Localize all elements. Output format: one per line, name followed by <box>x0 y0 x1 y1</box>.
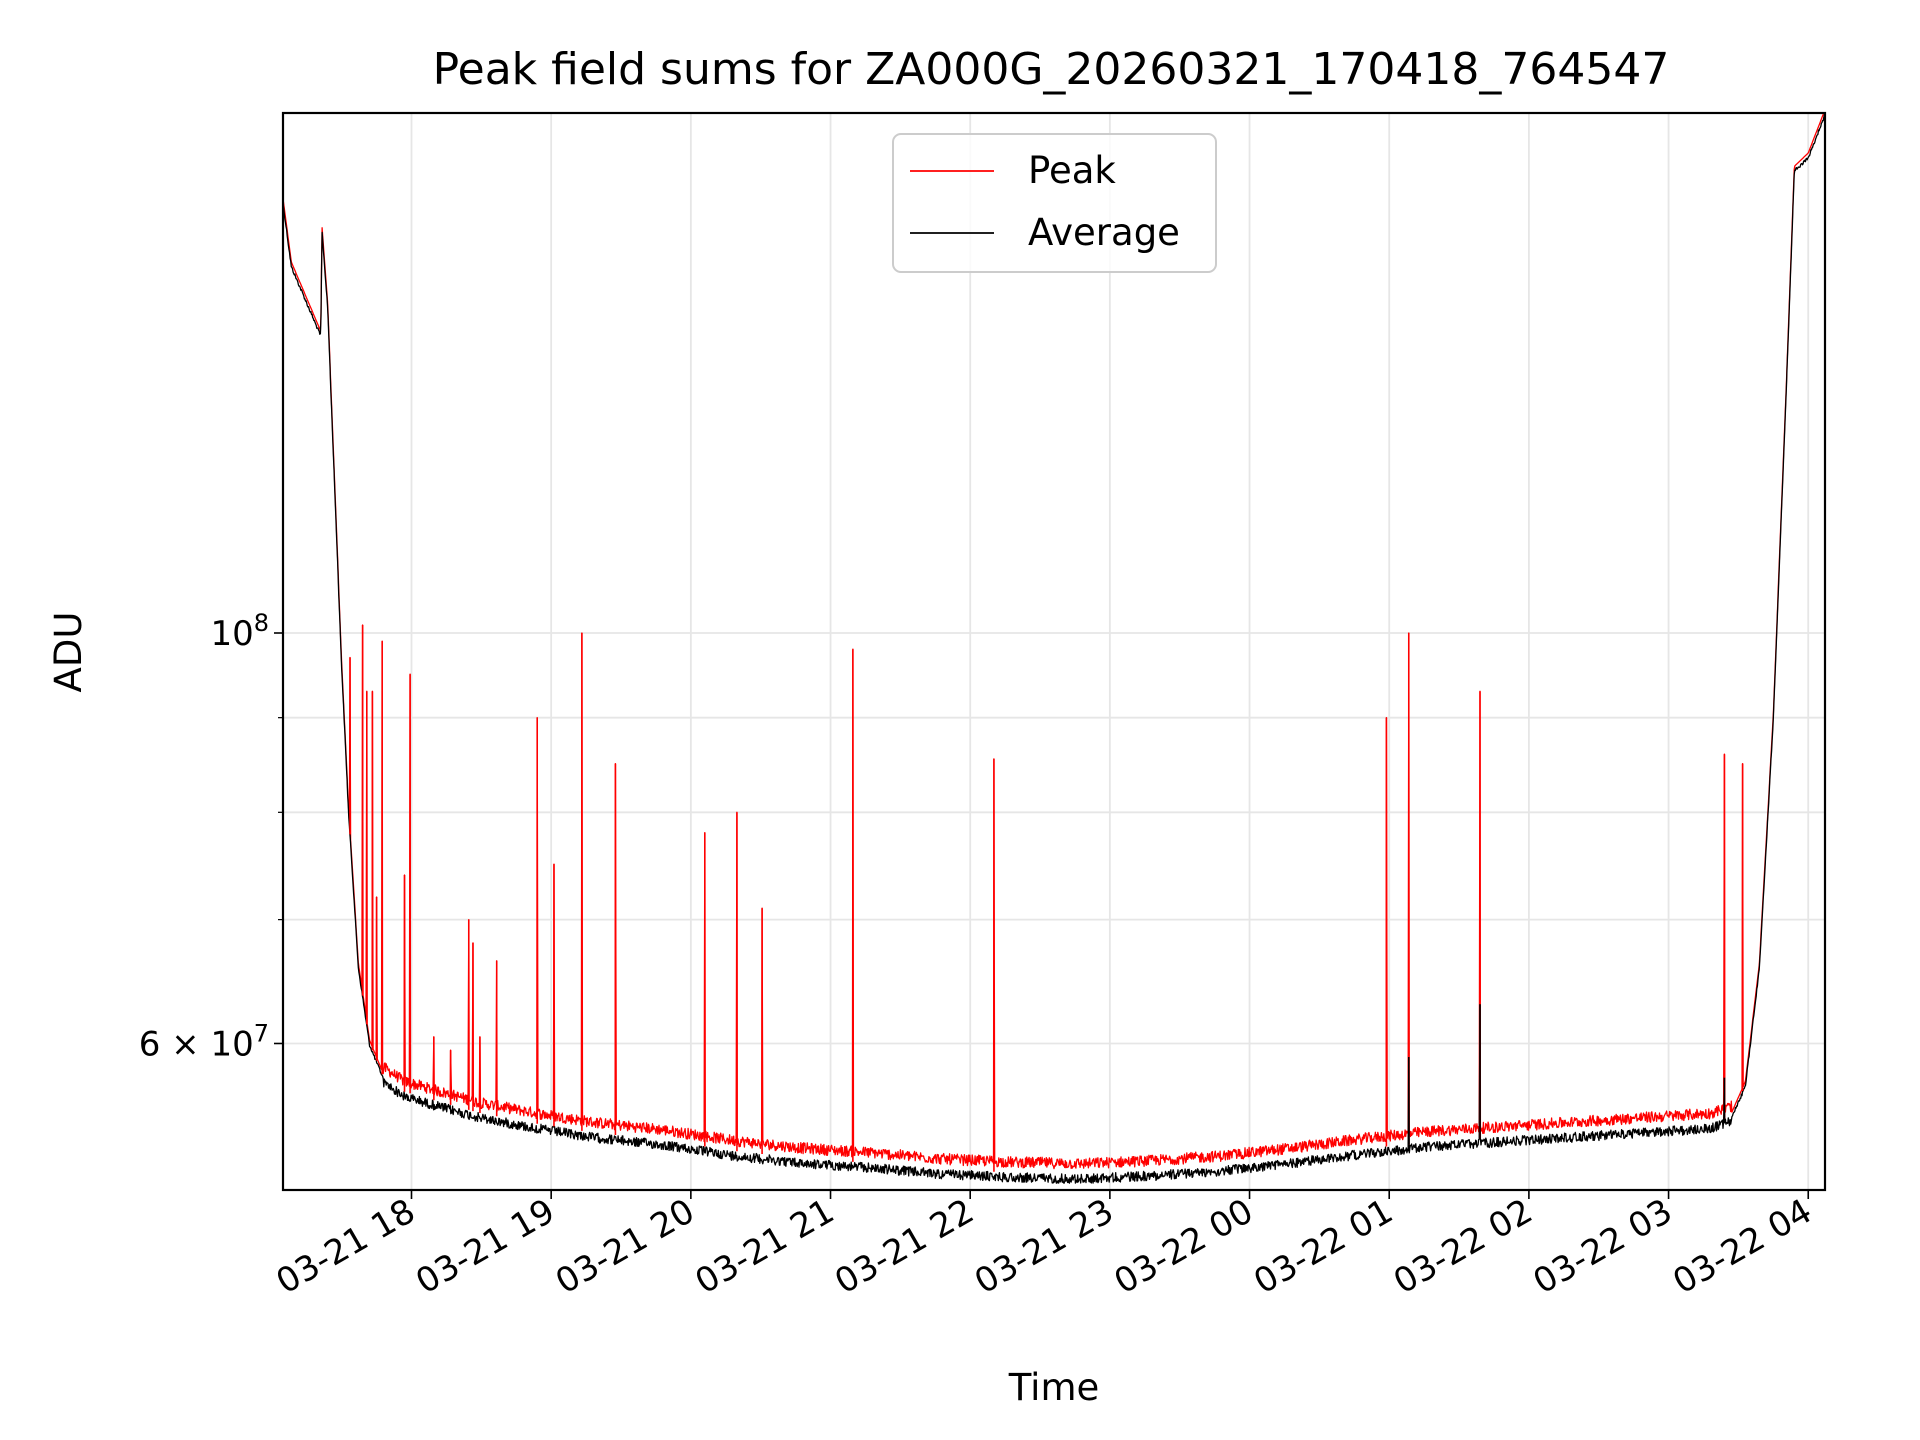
y-tick-exponent: 7 <box>254 1019 269 1047</box>
legend-label-peak: Peak <box>1028 149 1116 192</box>
x-axis-label: Time <box>1008 1366 1100 1409</box>
y-axis: 108 6 × 107 <box>139 609 283 1064</box>
y-tick-label: 6 × 107 <box>139 1019 269 1064</box>
chart-title: Peak field sums for ZA000G_20260321_1704… <box>433 44 1670 95</box>
y-tick-exponent: 8 <box>254 609 269 637</box>
grid <box>283 113 1825 1190</box>
series-line-peak <box>283 113 1825 1170</box>
y-axis-label: ADU <box>47 612 90 693</box>
y-tick-label: 108 <box>210 609 269 654</box>
axes-frame <box>281 111 1827 1192</box>
legend-box <box>892 133 1217 273</box>
y-tick-mantissa: 6 × 10 <box>139 1024 254 1064</box>
plot-area <box>283 113 1825 1184</box>
legend-label-average: Average <box>1028 211 1180 254</box>
legend: Peak Average <box>892 133 1217 273</box>
y-tick-mantissa: 10 <box>210 614 253 654</box>
series-line-average <box>283 114 1825 1184</box>
